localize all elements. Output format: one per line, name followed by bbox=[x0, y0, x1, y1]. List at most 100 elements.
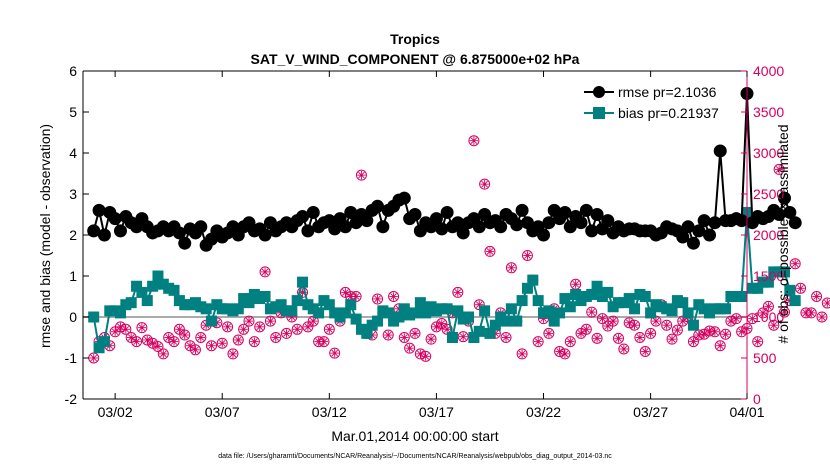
obs-count-point bbox=[629, 319, 641, 331]
obs-cross bbox=[824, 299, 830, 307]
obs-count-point bbox=[425, 333, 437, 345]
legend-rmse-label: rmse pr=2.1036 bbox=[618, 84, 717, 100]
y-axis-label-left: rmse and bias (model - observation) bbox=[37, 124, 53, 348]
rmse-point bbox=[301, 224, 315, 238]
obs-cross bbox=[545, 330, 553, 337]
obs-circle bbox=[532, 336, 544, 348]
obs-count-point bbox=[661, 319, 673, 331]
obs-count-point bbox=[596, 313, 608, 325]
obs-circle bbox=[259, 266, 271, 278]
obs-cross bbox=[738, 328, 745, 336]
obs-count-point bbox=[811, 291, 823, 302]
bias-point bbox=[372, 315, 384, 327]
obs-count-point bbox=[757, 307, 769, 319]
chart-title: Tropics bbox=[390, 31, 440, 47]
obs-circle bbox=[323, 323, 335, 335]
obs-cross bbox=[759, 309, 767, 317]
legend-bias-marker bbox=[593, 107, 605, 119]
obs-circle bbox=[516, 348, 528, 360]
x-tick-label: 03/12 bbox=[312, 404, 347, 420]
obs-cross bbox=[561, 350, 569, 358]
rmse-point bbox=[494, 220, 508, 234]
obs-count-point bbox=[532, 336, 544, 348]
bias-point bbox=[441, 303, 453, 315]
obs-cross bbox=[261, 268, 269, 276]
legend-rmse-marker bbox=[593, 86, 605, 98]
obs-count-point bbox=[457, 331, 469, 343]
rmse-point bbox=[515, 203, 529, 217]
bias-point bbox=[136, 286, 148, 298]
bias-point bbox=[414, 297, 426, 309]
obs-circle bbox=[773, 163, 785, 175]
obs-cross bbox=[406, 344, 413, 352]
bias-point bbox=[554, 307, 566, 319]
obs-count-point bbox=[131, 336, 143, 348]
obs-circle bbox=[291, 323, 303, 335]
obs-circle bbox=[591, 332, 603, 344]
rmse-point bbox=[574, 216, 588, 230]
obs-circle bbox=[227, 348, 239, 360]
obs-cross bbox=[272, 334, 280, 341]
obs-count-point bbox=[773, 163, 785, 175]
rmse-point bbox=[456, 226, 470, 240]
y-tick-label-left: 5 bbox=[69, 104, 77, 120]
obs-circle bbox=[639, 345, 651, 357]
rmse-point bbox=[697, 214, 711, 228]
obs-cross bbox=[352, 293, 360, 300]
obs-circle bbox=[821, 297, 830, 309]
obs-cross bbox=[518, 350, 526, 358]
rmse-point bbox=[306, 205, 320, 219]
obs-count-point bbox=[318, 336, 330, 348]
bias-point bbox=[532, 295, 544, 307]
obs-cross bbox=[384, 331, 392, 339]
rmse-point bbox=[686, 236, 700, 250]
obs-cross bbox=[534, 338, 542, 345]
obs-cross bbox=[417, 350, 424, 358]
obs-count-point bbox=[580, 323, 592, 335]
obs-circle bbox=[586, 306, 598, 318]
obs-cross bbox=[502, 334, 510, 341]
obs-count-point bbox=[355, 169, 367, 181]
obs-cross bbox=[117, 323, 124, 331]
obs-cross bbox=[733, 315, 740, 322]
obs-cross bbox=[615, 335, 622, 342]
bias-point bbox=[152, 270, 164, 282]
rmse-point bbox=[397, 191, 411, 205]
obs-cross bbox=[604, 322, 612, 330]
obs-count-point bbox=[264, 315, 276, 327]
obs-cross bbox=[138, 324, 146, 331]
rmse-point bbox=[87, 224, 101, 238]
obs-count-point bbox=[543, 327, 555, 339]
obs-cross bbox=[154, 343, 162, 350]
obs-cross bbox=[331, 349, 338, 357]
obs-cross bbox=[791, 260, 799, 267]
bias-point bbox=[286, 305, 298, 317]
y-tick-label-right: 3000 bbox=[753, 145, 784, 161]
obs-cross bbox=[143, 336, 151, 344]
obs-circle bbox=[355, 169, 367, 181]
obs-count-point bbox=[243, 315, 255, 327]
obs-cross bbox=[636, 334, 644, 341]
obs-count-point bbox=[382, 329, 394, 341]
bias-point bbox=[645, 307, 657, 319]
x-tick-label: 03/07 bbox=[205, 404, 240, 420]
obs-count-point bbox=[516, 348, 528, 360]
obs-circle bbox=[248, 336, 260, 348]
bias-point bbox=[559, 293, 571, 305]
bias-point bbox=[479, 305, 491, 317]
obs-count-point bbox=[816, 311, 828, 323]
obs-count-point bbox=[714, 340, 726, 352]
obs-circle bbox=[709, 326, 721, 338]
obs-cross bbox=[390, 293, 397, 300]
obs-circle bbox=[714, 340, 726, 352]
obs-count-point bbox=[645, 327, 657, 339]
obs-circle bbox=[254, 321, 266, 333]
obs-count-point bbox=[612, 332, 624, 344]
obs-circle bbox=[216, 337, 228, 349]
obs-circle bbox=[778, 306, 790, 318]
obs-circle bbox=[795, 282, 807, 294]
obs-circle bbox=[618, 343, 630, 355]
obs-cross bbox=[192, 346, 199, 354]
obs-cross bbox=[176, 326, 183, 333]
y-tick-label-left: -1 bbox=[65, 350, 78, 366]
